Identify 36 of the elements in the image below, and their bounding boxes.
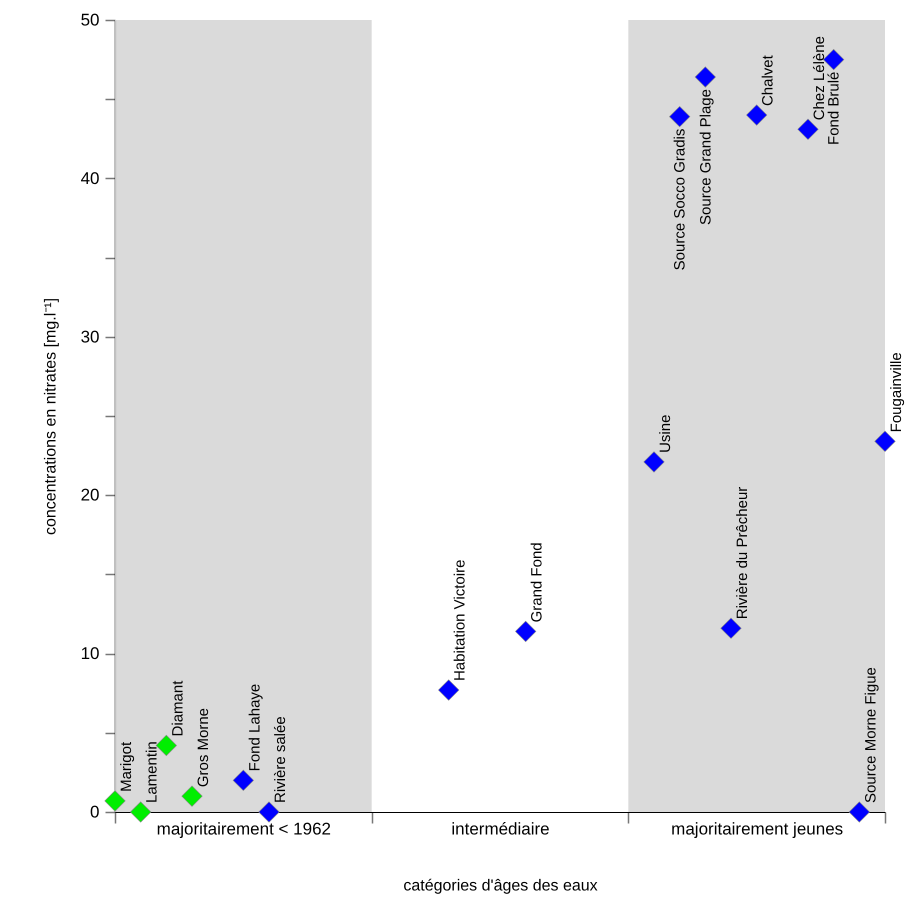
annotation: Diamant (169, 680, 186, 736)
x-tick-label: intermédiaire (451, 820, 550, 838)
y-axis-title: concentrations en nitrates [mg.l⁻¹] (42, 298, 60, 536)
annotation: Marigot (118, 741, 135, 792)
y-tick-label: 10 (80, 644, 100, 664)
annotation: Lamentin (144, 741, 161, 803)
y-tick-label: 20 (80, 486, 100, 505)
x-tick-label: majoritairement jeunes (671, 820, 844, 838)
point (104, 790, 126, 812)
y-tick-label: 0 (90, 802, 100, 822)
annotation: Source Socco Gradis (672, 128, 689, 270)
annotation: Fond Brulé (826, 72, 843, 145)
annotation: Usine (657, 414, 674, 453)
y-tick-label: 40 (80, 168, 100, 188)
annotation: Fond Lahaye (246, 684, 264, 772)
annotation: Rivière du Prêcheur (734, 486, 751, 620)
point (181, 786, 203, 807)
text: Fougainville (888, 352, 905, 432)
annotation: Chalvet (760, 54, 777, 106)
annotation: Source Grand Plage (697, 89, 714, 225)
point (156, 734, 177, 756)
annotation: Gros Morne (195, 708, 212, 788)
point (130, 801, 152, 823)
x-axis-title: catégories d'âges des eaux (403, 878, 598, 894)
annotation: Rivière salée (272, 716, 289, 803)
point (515, 620, 536, 642)
point (232, 770, 254, 791)
annotation: Habitation Victoire (452, 560, 469, 682)
y-tick-label: 30 (80, 327, 100, 346)
annotation: Chez Lélène (811, 36, 828, 120)
point (258, 801, 280, 823)
x-tick-label: majoritairement < 1962 (156, 820, 332, 838)
y-tick-label: 50 (80, 10, 100, 30)
annotation: Grand Fond (528, 542, 546, 622)
annotation: Source Morne Figue (862, 667, 880, 803)
point (438, 679, 460, 701)
